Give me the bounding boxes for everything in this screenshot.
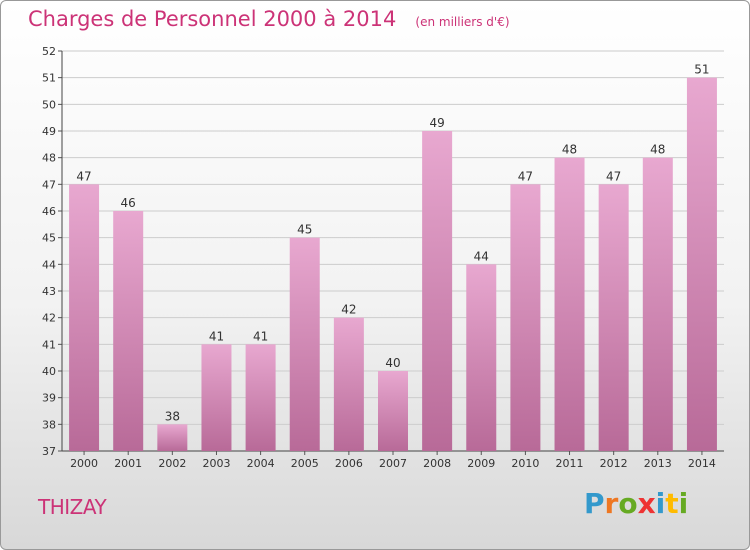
- bar: [157, 424, 188, 451]
- data-label: 45: [297, 223, 312, 237]
- bar: [510, 184, 541, 452]
- bar: [333, 317, 364, 451]
- chart-title: Charges de Personnel 2000 à 2014: [28, 7, 397, 31]
- y-tick-label: 38: [42, 418, 56, 431]
- y-tick-label: 48: [42, 152, 56, 165]
- bar: [598, 184, 629, 452]
- bar: [201, 344, 232, 451]
- logo-letter: i: [655, 487, 666, 520]
- x-tick-label: 2010: [511, 457, 539, 470]
- data-label: 51: [694, 63, 709, 77]
- x-tick-label: 2001: [114, 457, 142, 470]
- data-label: 41: [209, 329, 224, 343]
- bar: [422, 131, 453, 451]
- logo-letter: t: [665, 487, 679, 520]
- y-tick-label: 46: [42, 205, 56, 218]
- y-tick-label: 41: [42, 338, 56, 351]
- y-tick-label: 50: [42, 98, 56, 111]
- bar: [113, 211, 144, 451]
- logo-letter: i: [678, 487, 689, 520]
- bar: [245, 344, 276, 451]
- data-label: 47: [518, 169, 533, 183]
- y-tick-label: 51: [42, 72, 56, 85]
- data-label: 47: [76, 169, 91, 183]
- data-label: 47: [606, 169, 621, 183]
- bar: [378, 371, 408, 451]
- bar: [686, 77, 717, 452]
- chart-subtitle: (en milliers d'€): [415, 15, 510, 29]
- data-label: 48: [650, 143, 665, 157]
- bar: [466, 264, 497, 451]
- x-tick-label: 2003: [202, 457, 230, 470]
- town-name: THIZAY: [38, 495, 107, 519]
- y-tick-label: 44: [42, 258, 56, 271]
- y-tick-label: 40: [42, 365, 56, 378]
- bar: [289, 237, 320, 451]
- x-tick-label: 2004: [247, 457, 275, 470]
- x-tick-label: 2007: [379, 457, 407, 470]
- x-tick-label: 2009: [467, 457, 495, 470]
- logo-letter: P: [584, 487, 605, 520]
- y-tick-label: 39: [42, 392, 56, 405]
- title-row: Charges de Personnel 2000 à 2014 (en mil…: [28, 7, 510, 31]
- data-label: 42: [341, 303, 356, 317]
- x-tick-label: 2012: [600, 457, 628, 470]
- logo-letter: x: [637, 487, 656, 520]
- y-tick-label: 37: [42, 445, 56, 458]
- x-tick-label: 2013: [644, 457, 672, 470]
- x-tick-label: 2002: [158, 457, 186, 470]
- y-tick-label: 42: [42, 312, 56, 325]
- x-tick-label: 2006: [335, 457, 363, 470]
- y-tick-label: 49: [42, 125, 56, 138]
- y-tick-label: 52: [42, 45, 56, 58]
- proxiti-logo: Proxiti: [584, 487, 688, 520]
- data-label: 46: [121, 196, 136, 210]
- y-tick-label: 47: [42, 178, 56, 191]
- data-label: 49: [429, 116, 444, 130]
- bar: [554, 157, 585, 451]
- logo-letter: o: [618, 487, 638, 520]
- data-label: 41: [253, 329, 268, 343]
- y-tick-label: 43: [42, 285, 56, 298]
- x-tick-label: 2014: [688, 457, 716, 470]
- data-label: 44: [474, 249, 489, 263]
- x-tick-label: 2000: [70, 457, 98, 470]
- data-label: 48: [562, 143, 577, 157]
- x-tick-label: 2011: [556, 457, 584, 470]
- data-label: 40: [385, 356, 400, 370]
- data-label: 38: [165, 409, 180, 423]
- y-tick-label: 45: [42, 232, 56, 245]
- logo-letter: r: [604, 487, 619, 520]
- x-tick-label: 2005: [291, 457, 319, 470]
- bar: [69, 184, 100, 452]
- x-tick-label: 2008: [423, 457, 451, 470]
- bar: [642, 157, 673, 451]
